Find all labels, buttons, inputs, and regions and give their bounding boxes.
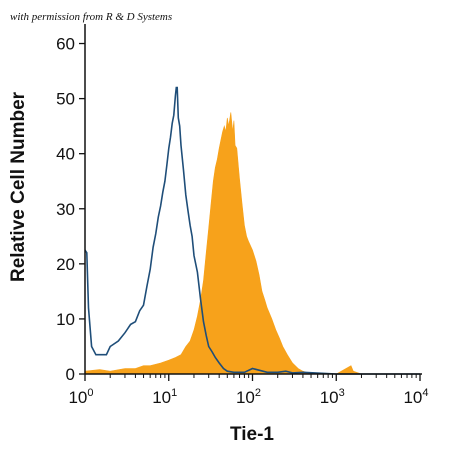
x-axis-ticks: 100 101 102 103 104	[68, 374, 429, 407]
permission-credit: with permission from R & D Systems	[10, 11, 172, 23]
x-tick-label: 101	[152, 387, 177, 407]
y-tick-label: 30	[56, 200, 75, 219]
control-outline-histogram	[84, 86, 420, 375]
x-axis-title: Tie-1	[230, 424, 274, 445]
x-tick-label: 100	[68, 387, 93, 407]
y-tick-label: 0	[66, 365, 75, 384]
y-tick-label: 60	[56, 35, 75, 54]
plot-area	[84, 86, 420, 375]
x-tick-label: 103	[320, 387, 345, 407]
y-tick-label: 10	[56, 310, 75, 329]
x-tick-label: 104	[403, 387, 428, 407]
y-tick-label: 50	[56, 90, 75, 109]
y-axis-ticks: 0 10 20 30 40 50 60	[56, 35, 85, 384]
tie1-filled-histogram	[84, 112, 420, 375]
y-axis-title: Relative Cell Number	[8, 91, 29, 282]
y-tick-label: 20	[56, 255, 75, 274]
x-tick-label: 102	[236, 387, 261, 407]
y-tick-label: 40	[56, 145, 75, 164]
